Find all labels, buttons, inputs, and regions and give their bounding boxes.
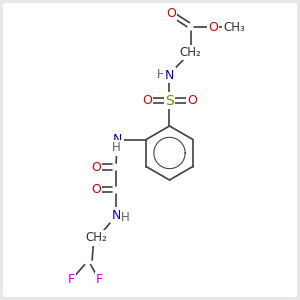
Text: S: S bbox=[165, 94, 174, 107]
Text: O: O bbox=[187, 94, 197, 107]
Text: F: F bbox=[96, 273, 103, 286]
Text: H: H bbox=[157, 68, 166, 81]
FancyBboxPatch shape bbox=[3, 3, 297, 297]
Text: O: O bbox=[91, 160, 101, 174]
Text: CH₂: CH₂ bbox=[180, 46, 201, 59]
Text: H: H bbox=[121, 211, 130, 224]
Text: O: O bbox=[142, 94, 152, 107]
Text: CH₃: CH₃ bbox=[224, 20, 245, 34]
Text: O: O bbox=[91, 183, 101, 196]
Text: O: O bbox=[166, 7, 176, 20]
Text: O: O bbox=[208, 20, 218, 34]
Text: N: N bbox=[165, 68, 174, 82]
Text: F: F bbox=[68, 273, 75, 286]
Text: N: N bbox=[111, 208, 121, 222]
Text: CH₂: CH₂ bbox=[86, 231, 107, 244]
Text: H: H bbox=[112, 141, 121, 154]
Text: N: N bbox=[113, 133, 122, 146]
